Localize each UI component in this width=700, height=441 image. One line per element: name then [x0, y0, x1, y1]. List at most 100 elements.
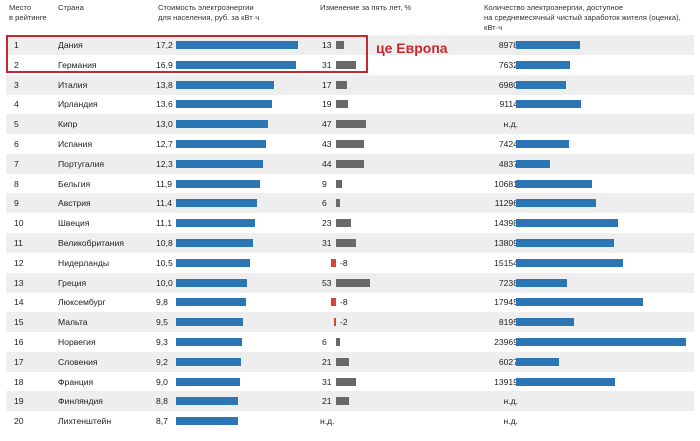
salary-label: н.д. [503, 119, 518, 130]
cost-bar [176, 140, 267, 148]
cost-bar [176, 377, 240, 386]
change-bar [336, 377, 356, 386]
cost-label: 10,5 [156, 257, 173, 268]
cost-label: 13,8 [156, 79, 173, 90]
change-label: 13 [322, 40, 332, 50]
highlight-box [6, 35, 368, 73]
table-row: 17 Словения 9,2 21 6027 [6, 351, 694, 372]
header-salary: Количество электроэнергии, доступное на с… [484, 3, 681, 32]
change-bar [336, 159, 365, 168]
table-row: 13 Греция 10,0 53 7238 [6, 272, 694, 293]
cost-label: 11,9 [156, 178, 173, 189]
table-row: 5 Кипр 13,0 47 н.д. [6, 114, 694, 135]
change-label: 6 [322, 337, 327, 347]
change-label: 31 [322, 238, 332, 248]
cost-label: 13,0 [156, 119, 173, 130]
rank-cell: 2 [14, 59, 19, 70]
salary-label: 7632 [498, 59, 518, 70]
change-label: 31 [322, 376, 332, 387]
cost-label: 9,5 [156, 317, 168, 328]
country-cell: Италия [58, 79, 88, 90]
table-row: 2 Германия 16,9 31 7632 [6, 55, 694, 75]
change-label: 19 [322, 99, 332, 110]
change-bar [330, 298, 336, 307]
cost-bar [176, 239, 253, 247]
cost-bar [176, 298, 246, 307]
cost-bar [176, 397, 239, 406]
cost-bar [176, 41, 298, 49]
change-bar [336, 278, 370, 287]
rank-cell: 9 [14, 198, 19, 209]
change-bar [336, 179, 342, 188]
salary-label: 7238 [498, 277, 518, 288]
rank-cell: 8 [14, 178, 19, 189]
change-label: 17 [322, 79, 332, 90]
salary-label: 10681 [494, 178, 518, 189]
cost-label: 11,4 [156, 198, 173, 209]
salary-bar [516, 159, 551, 168]
cost-bar [176, 357, 242, 366]
salary-label: н.д. [503, 416, 518, 427]
change-bar [336, 338, 340, 346]
change-bar [336, 100, 349, 109]
rank-cell: 17 [14, 356, 24, 367]
cost-bar [176, 60, 296, 69]
change-bar [336, 60, 356, 69]
salary-bar [516, 100, 581, 109]
rank-cell: 3 [14, 79, 19, 90]
change-label: -2 [340, 317, 348, 328]
salary-bar [516, 80, 566, 89]
salary-label: 8978 [498, 40, 518, 50]
country-cell: Нидерланды [58, 257, 110, 268]
change-bar [334, 318, 336, 327]
salary-label: н.д. [503, 396, 518, 407]
salary-label: 6027 [498, 356, 518, 367]
cost-label: 12,3 [156, 158, 173, 169]
change-bar [336, 199, 340, 208]
salary-bar [516, 318, 575, 327]
change-label: -8 [340, 297, 348, 308]
cost-label: 13,6 [156, 99, 173, 110]
salary-bar [516, 377, 615, 386]
rank-cell: 19 [14, 396, 24, 407]
cost-bar [176, 159, 264, 168]
cost-label: 9,2 [156, 356, 168, 367]
rank-cell: 12 [14, 257, 24, 268]
change-bar [336, 140, 364, 148]
country-cell: Лихтенштейн [58, 416, 112, 427]
table-row: 19 Финляндия 8,8 21 н.д. [6, 391, 694, 412]
salary-bar [516, 278, 568, 287]
change-label: 23 [322, 218, 332, 229]
country-cell: Финляндия [58, 396, 103, 407]
table-row: 14 Люксембург 9,8 -8 17945 [6, 292, 694, 312]
salary-label: 6980 [498, 79, 518, 90]
cost-bar [176, 100, 273, 109]
annotation-label: це Европа [376, 40, 448, 56]
cost-bar [176, 278, 247, 287]
rank-cell: 6 [14, 139, 19, 149]
country-cell: Мальта [58, 317, 88, 328]
cost-label: 8,8 [156, 396, 168, 407]
cost-label: 16,9 [156, 59, 173, 70]
rank-cell: 18 [14, 376, 24, 387]
country-cell: Австрия [58, 198, 91, 209]
table-row: 7 Португалия 12,3 44 4837 [6, 153, 694, 174]
cost-label: 10,0 [156, 277, 173, 288]
country-cell: Греция [58, 277, 87, 288]
cost-bar [176, 318, 244, 327]
rank-cell: 15 [14, 317, 24, 328]
salary-label: 8195 [498, 317, 518, 328]
country-cell: Швеция [58, 218, 90, 229]
salary-label: 14398 [494, 218, 518, 229]
salary-label: 7424 [498, 139, 518, 149]
salary-label: 17945 [494, 297, 518, 308]
change-bar [336, 239, 356, 247]
salary-bar [516, 298, 644, 307]
rank-cell: 13 [14, 277, 24, 288]
change-label: н.д. [320, 416, 335, 427]
country-cell: Испания [58, 139, 93, 149]
header-change: Изменение за пять лет, % [320, 3, 412, 12]
table-row: 8 Бельгия 11,9 9 10681 [6, 174, 694, 194]
country-cell: Кипр [58, 119, 78, 130]
change-bar [336, 41, 345, 49]
